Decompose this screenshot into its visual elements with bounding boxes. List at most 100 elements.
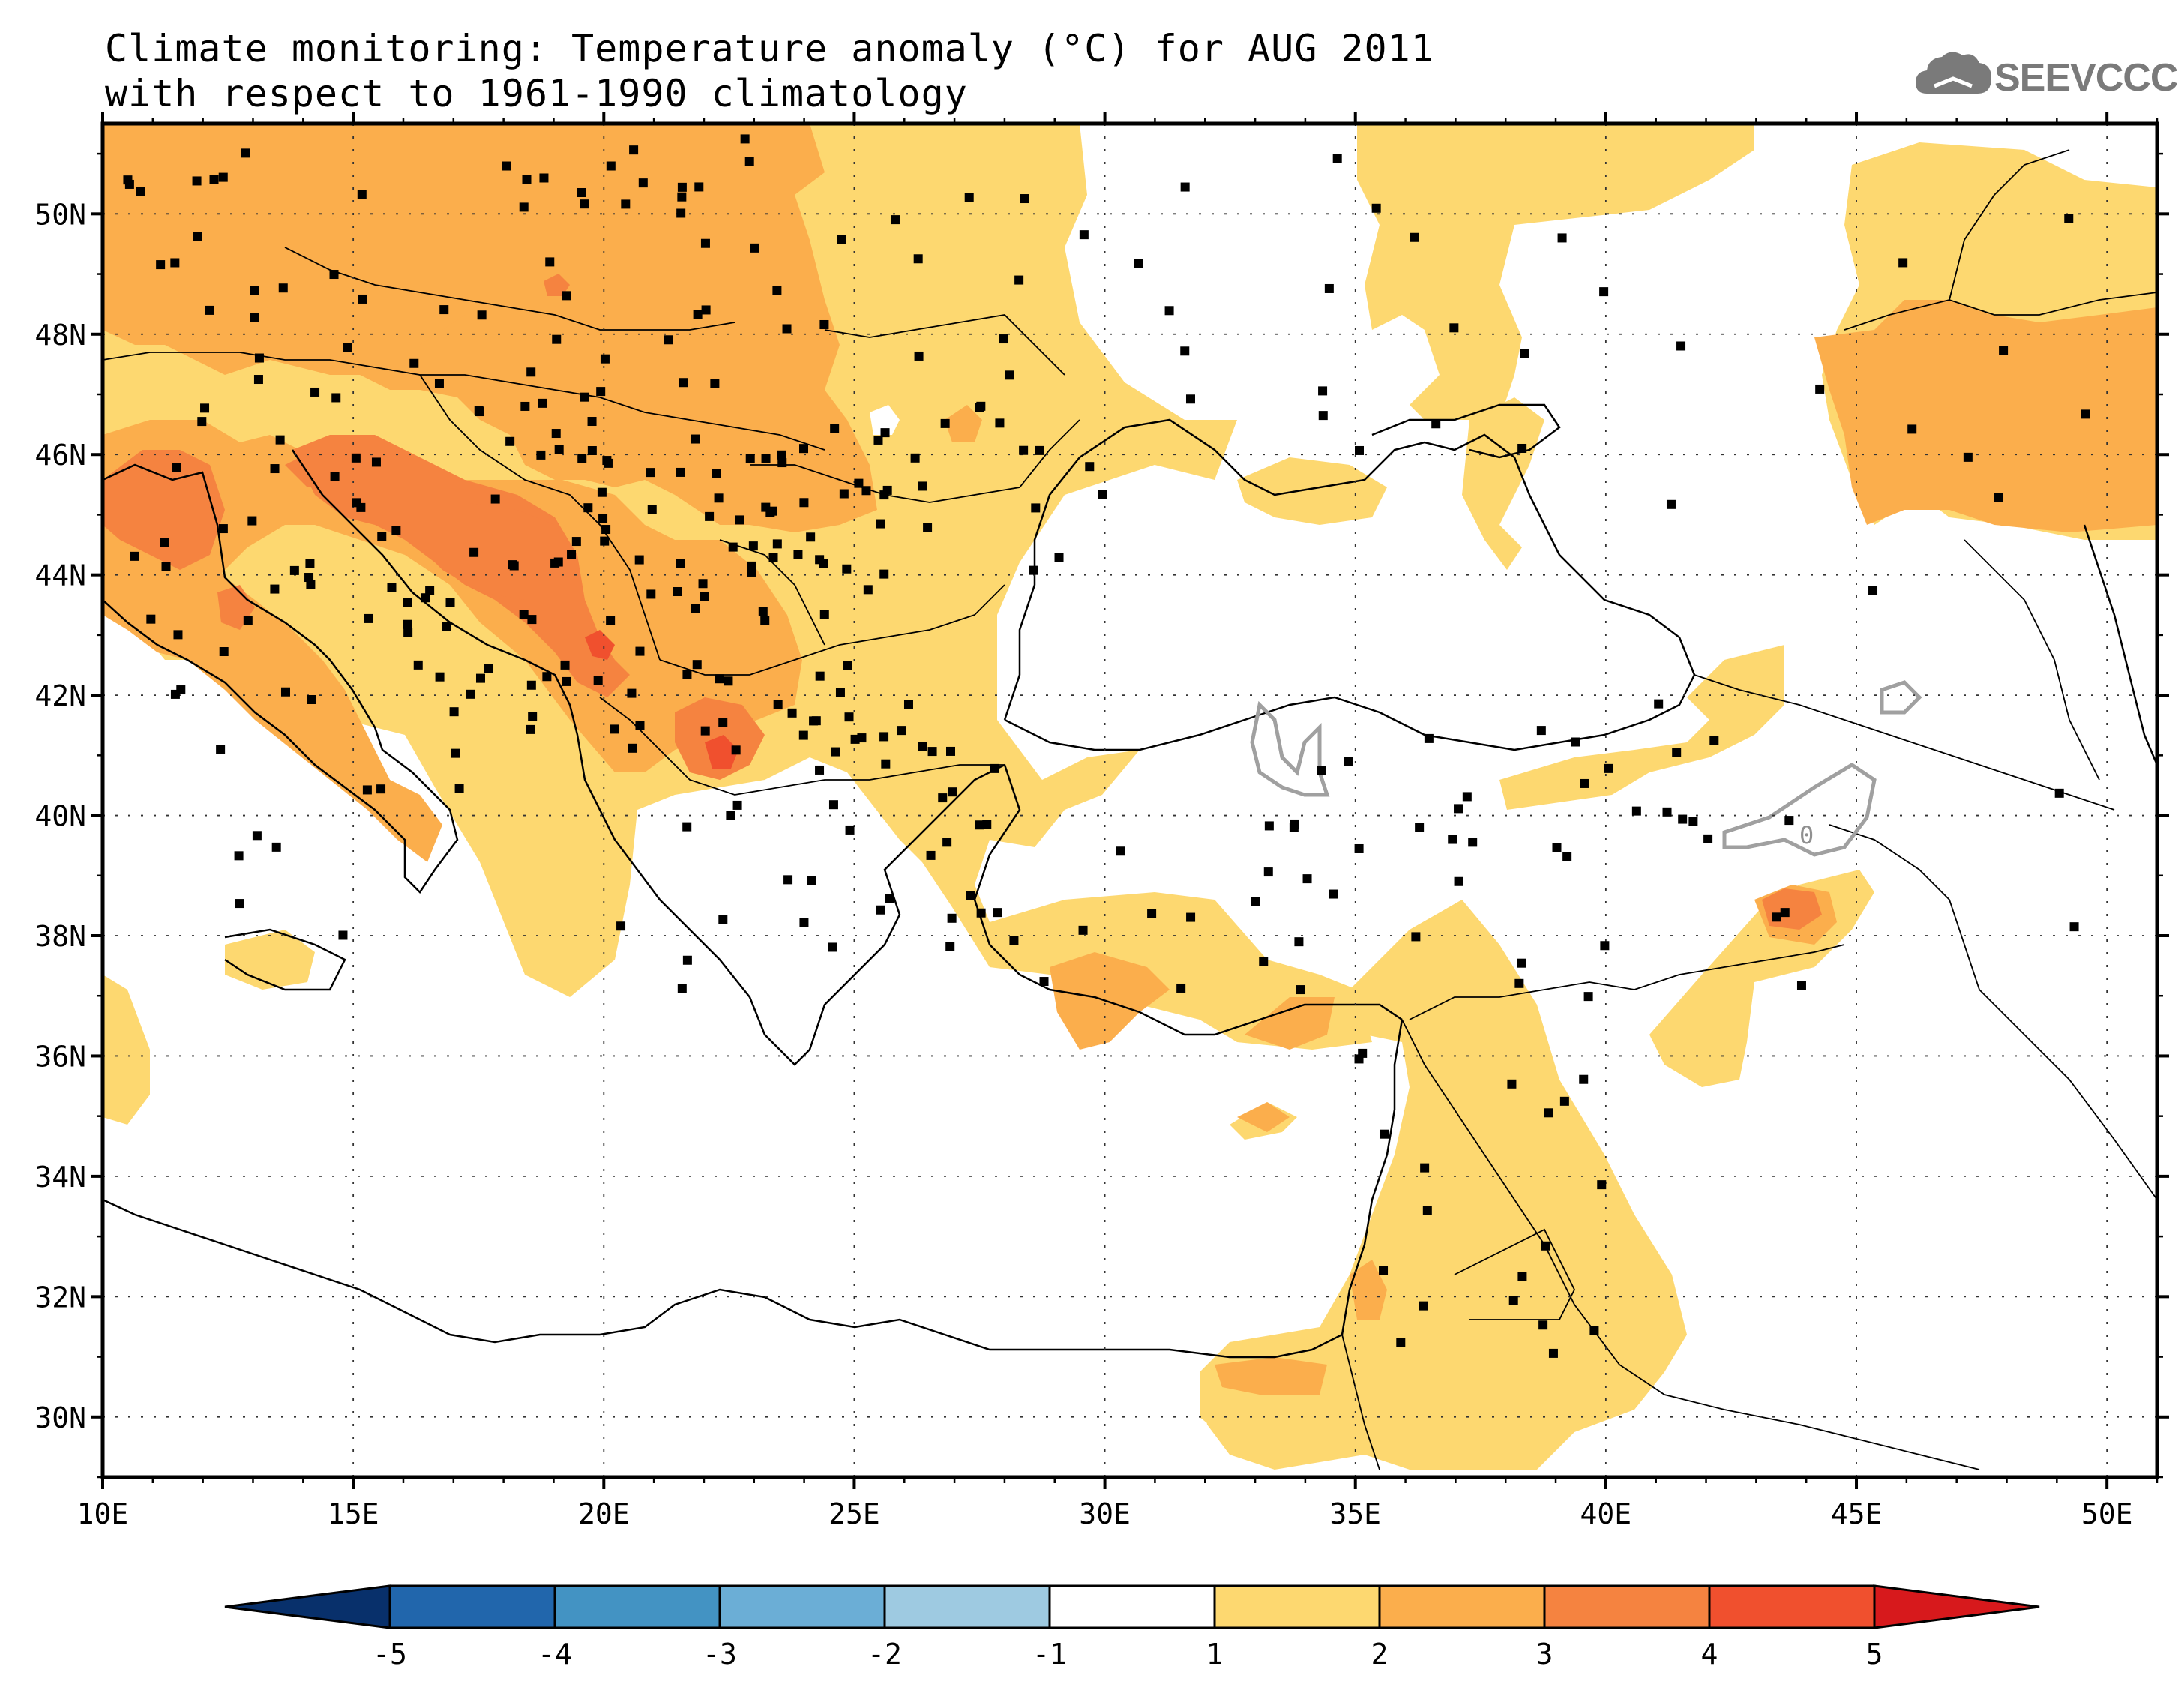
station-marker — [773, 700, 783, 709]
station-marker — [469, 547, 479, 557]
anomaly-region-2to3-romania-spot — [945, 405, 982, 442]
station-marker — [616, 921, 626, 931]
station-marker — [1098, 490, 1107, 499]
station-marker — [305, 559, 315, 568]
station-marker — [1180, 346, 1190, 356]
station-marker — [1709, 735, 1719, 745]
station-marker — [475, 673, 485, 683]
colorbar-segment — [883, 1584, 1051, 1629]
station-marker — [676, 559, 685, 568]
station-marker — [635, 646, 645, 656]
station-marker — [945, 746, 955, 756]
station-marker — [1176, 983, 1186, 993]
station-marker — [772, 539, 782, 549]
map-axes: 10E 15E 20E 25E 30E 35E 40E 45E 50E 30N 32N 34N 36N 3… — [34, 112, 2169, 1530]
station-marker — [519, 202, 529, 212]
colorbar-segment — [1213, 1584, 1381, 1629]
station-marker — [218, 172, 228, 182]
station-marker — [724, 676, 733, 686]
station-marker — [310, 387, 320, 397]
coastline-adriatic-east — [291, 449, 750, 998]
station-marker — [587, 417, 597, 427]
border-1 — [103, 352, 825, 451]
station-marker — [731, 745, 741, 755]
station-marker — [1583, 992, 1593, 1002]
station-marker — [1302, 874, 1312, 884]
station-marker — [580, 392, 589, 402]
station-marker — [1557, 233, 1567, 243]
lat-tick-label: 32N — [34, 1281, 86, 1314]
station-marker — [1354, 844, 1364, 853]
station-marker — [253, 375, 263, 385]
anomaly-region-3to4-italy-north — [103, 450, 225, 570]
station-marker — [1507, 1079, 1517, 1089]
colorbar-label: -4 — [538, 1638, 572, 1671]
station-marker — [2069, 922, 2079, 932]
station-marker — [413, 660, 423, 670]
station-marker — [519, 610, 529, 619]
station-marker — [975, 820, 984, 830]
station-marker — [275, 435, 285, 445]
lat-tick-label: 40N — [34, 800, 86, 833]
lon-tick-label: 30E — [1079, 1497, 1131, 1530]
station-marker — [562, 676, 571, 686]
station-marker — [2064, 214, 2074, 223]
station-marker — [241, 148, 250, 158]
station-marker — [701, 305, 711, 315]
station-marker — [1772, 912, 1781, 922]
station-marker — [270, 464, 280, 474]
station-marker — [1410, 232, 1419, 242]
coastline-azov — [1371, 403, 1561, 459]
lat-tick-label: 42N — [34, 679, 86, 712]
station-marker — [879, 569, 889, 579]
border-16 — [1949, 149, 2070, 301]
station-marker — [550, 558, 560, 568]
colorbar-label: -5 — [373, 1638, 407, 1671]
station-marker — [1662, 807, 1672, 817]
station-marker — [477, 310, 487, 320]
station-marker — [1688, 817, 1698, 826]
station-marker — [603, 458, 613, 468]
station-marker — [677, 192, 687, 202]
station-marker — [528, 712, 538, 721]
station-marker — [975, 403, 984, 412]
coastline-turkey-west — [973, 764, 1403, 1036]
station-marker — [254, 353, 264, 363]
station-marker — [136, 187, 145, 196]
station-marker — [1538, 1320, 1548, 1330]
station-marker — [387, 583, 397, 592]
zero-contour-armenia — [1880, 680, 1922, 715]
station-marker — [844, 712, 854, 722]
station-marker — [700, 238, 710, 248]
station-marker — [1431, 419, 1441, 429]
station-marker — [982, 820, 992, 829]
station-marker — [1054, 553, 1064, 562]
station-marker — [1344, 757, 1353, 766]
station-marker — [1579, 1074, 1589, 1084]
coastline-greece — [748, 763, 1005, 1066]
lon-tick-label: 40E — [1580, 1497, 1632, 1530]
colorbar-label: 3 — [1536, 1638, 1553, 1671]
station-marker — [1999, 346, 2009, 355]
station-marker — [799, 498, 809, 508]
station-marker — [676, 467, 685, 477]
station-marker — [250, 286, 259, 295]
station-marker — [945, 942, 955, 951]
station-marker — [357, 190, 367, 199]
station-marker — [466, 689, 475, 699]
station-marker — [714, 493, 724, 503]
colorbar-segment — [1378, 1584, 1546, 1629]
station-marker — [1251, 897, 1260, 906]
station-marker — [835, 688, 845, 697]
station-marker — [1318, 386, 1328, 396]
station-marker — [761, 454, 771, 463]
station-marker — [200, 403, 210, 413]
station-marker — [819, 559, 828, 568]
station-marker — [726, 811, 735, 820]
lat-tick-label: 46N — [34, 439, 86, 472]
station-marker — [1419, 1301, 1428, 1311]
station-marker — [580, 199, 589, 209]
station-marker — [425, 586, 435, 595]
station-marker — [627, 688, 637, 698]
